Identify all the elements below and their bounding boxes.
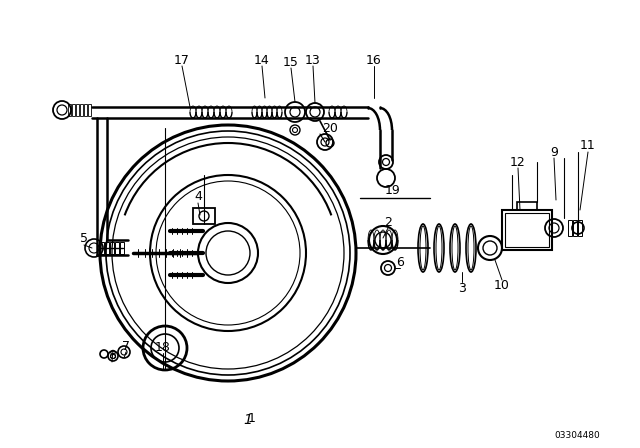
Bar	[76, 104, 79, 116]
Text: 10: 10	[494, 279, 510, 292]
Bar	[100, 242, 104, 254]
Bar	[88, 104, 91, 116]
Text: 16: 16	[366, 53, 382, 66]
Text: 8: 8	[108, 349, 116, 362]
Text: 11: 11	[580, 138, 596, 151]
Text: 12: 12	[510, 155, 526, 168]
Text: 19: 19	[385, 184, 401, 197]
Bar	[105, 242, 109, 254]
Bar	[68, 104, 71, 116]
Text: 13: 13	[305, 53, 321, 66]
Text: 5: 5	[80, 232, 88, 245]
Bar	[578, 220, 582, 236]
Bar	[193, 208, 215, 224]
Text: 14: 14	[254, 53, 270, 66]
Bar	[72, 104, 75, 116]
Text: 4: 4	[194, 190, 202, 202]
Text: 03304480: 03304480	[554, 431, 600, 439]
Text: 2: 2	[384, 215, 392, 228]
Text: 3: 3	[458, 281, 466, 294]
Text: 18: 18	[155, 340, 171, 353]
Text: 9: 9	[550, 146, 558, 159]
Bar	[120, 242, 124, 254]
Bar	[80, 104, 83, 116]
Bar	[568, 220, 572, 236]
Bar	[505, 213, 549, 247]
Text: 20: 20	[322, 121, 338, 134]
Text: 7: 7	[122, 340, 130, 353]
Bar	[110, 242, 114, 254]
Text: 17: 17	[174, 53, 190, 66]
Text: 1: 1	[248, 412, 256, 425]
Bar	[502, 210, 552, 250]
Bar	[517, 202, 537, 210]
Bar	[573, 220, 577, 236]
Text: 15: 15	[283, 56, 299, 69]
Text: 1: 1	[244, 413, 252, 427]
Bar	[84, 104, 87, 116]
Bar	[115, 242, 119, 254]
Text: 6: 6	[396, 255, 404, 268]
